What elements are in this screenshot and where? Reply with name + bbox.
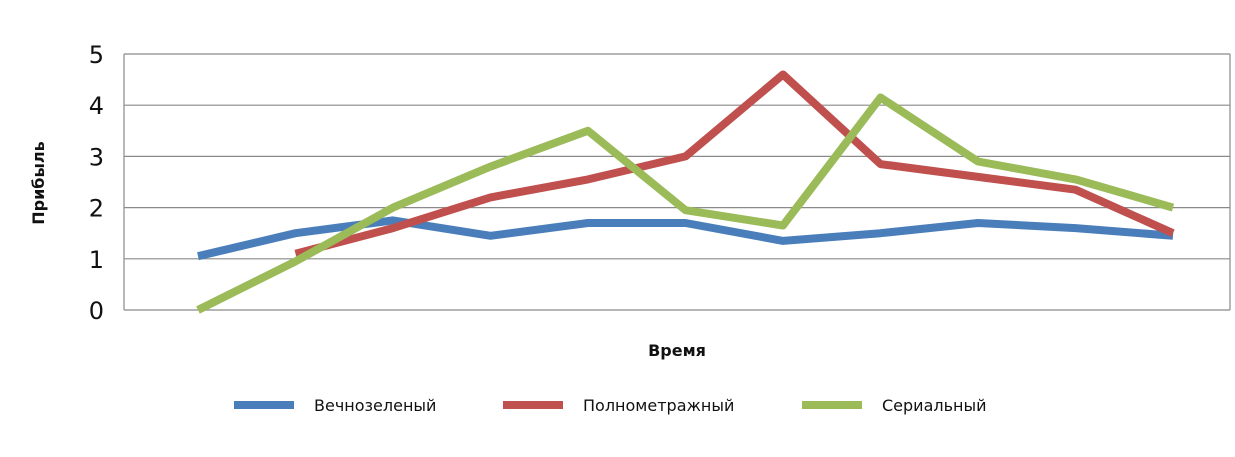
y-axis-ticks: 0 1 2 3 4 5 (89, 41, 104, 325)
legend-item-3: Сериальный (802, 396, 987, 415)
legend-item-2: Полнометражный (503, 396, 734, 415)
y-tick-label: 1 (89, 246, 104, 274)
x-axis-title: Время (648, 341, 706, 360)
legend-item-1: Вечнозеленый (234, 396, 436, 415)
y-tick-label: 2 (89, 195, 104, 223)
legend: Вечнозеленый Полнометражный Сериальный (234, 396, 987, 415)
series-line-3 (196, 93, 1175, 314)
series-lines (196, 70, 1175, 314)
legend-label: Полнометражный (583, 396, 734, 415)
legend-label: Сериальный (882, 396, 987, 415)
legend-label: Вечнозеленый (314, 396, 436, 415)
y-tick-label: 5 (89, 41, 104, 69)
y-axis-title: Прибыль (29, 141, 48, 225)
y-tick-label: 3 (89, 143, 104, 171)
grid-lines (123, 53, 1231, 311)
series-line-2 (294, 70, 1175, 258)
y-tick-label: 0 (89, 297, 104, 325)
y-tick-label: 4 (89, 92, 104, 120)
